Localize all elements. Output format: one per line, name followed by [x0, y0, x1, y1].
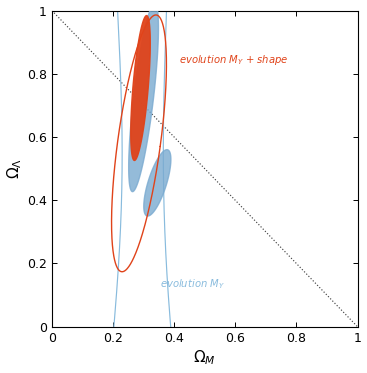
Text: evolution $M_Y$ + shape: evolution $M_Y$ + shape: [179, 53, 288, 66]
X-axis label: $\Omega_M$: $\Omega_M$: [193, 349, 216, 367]
Polygon shape: [129, 3, 159, 192]
Y-axis label: $\Omega_\Lambda$: $\Omega_\Lambda$: [6, 158, 24, 179]
Polygon shape: [144, 150, 171, 216]
Text: evolution $M_Y$: evolution $M_Y$: [160, 277, 225, 291]
Polygon shape: [131, 16, 150, 160]
